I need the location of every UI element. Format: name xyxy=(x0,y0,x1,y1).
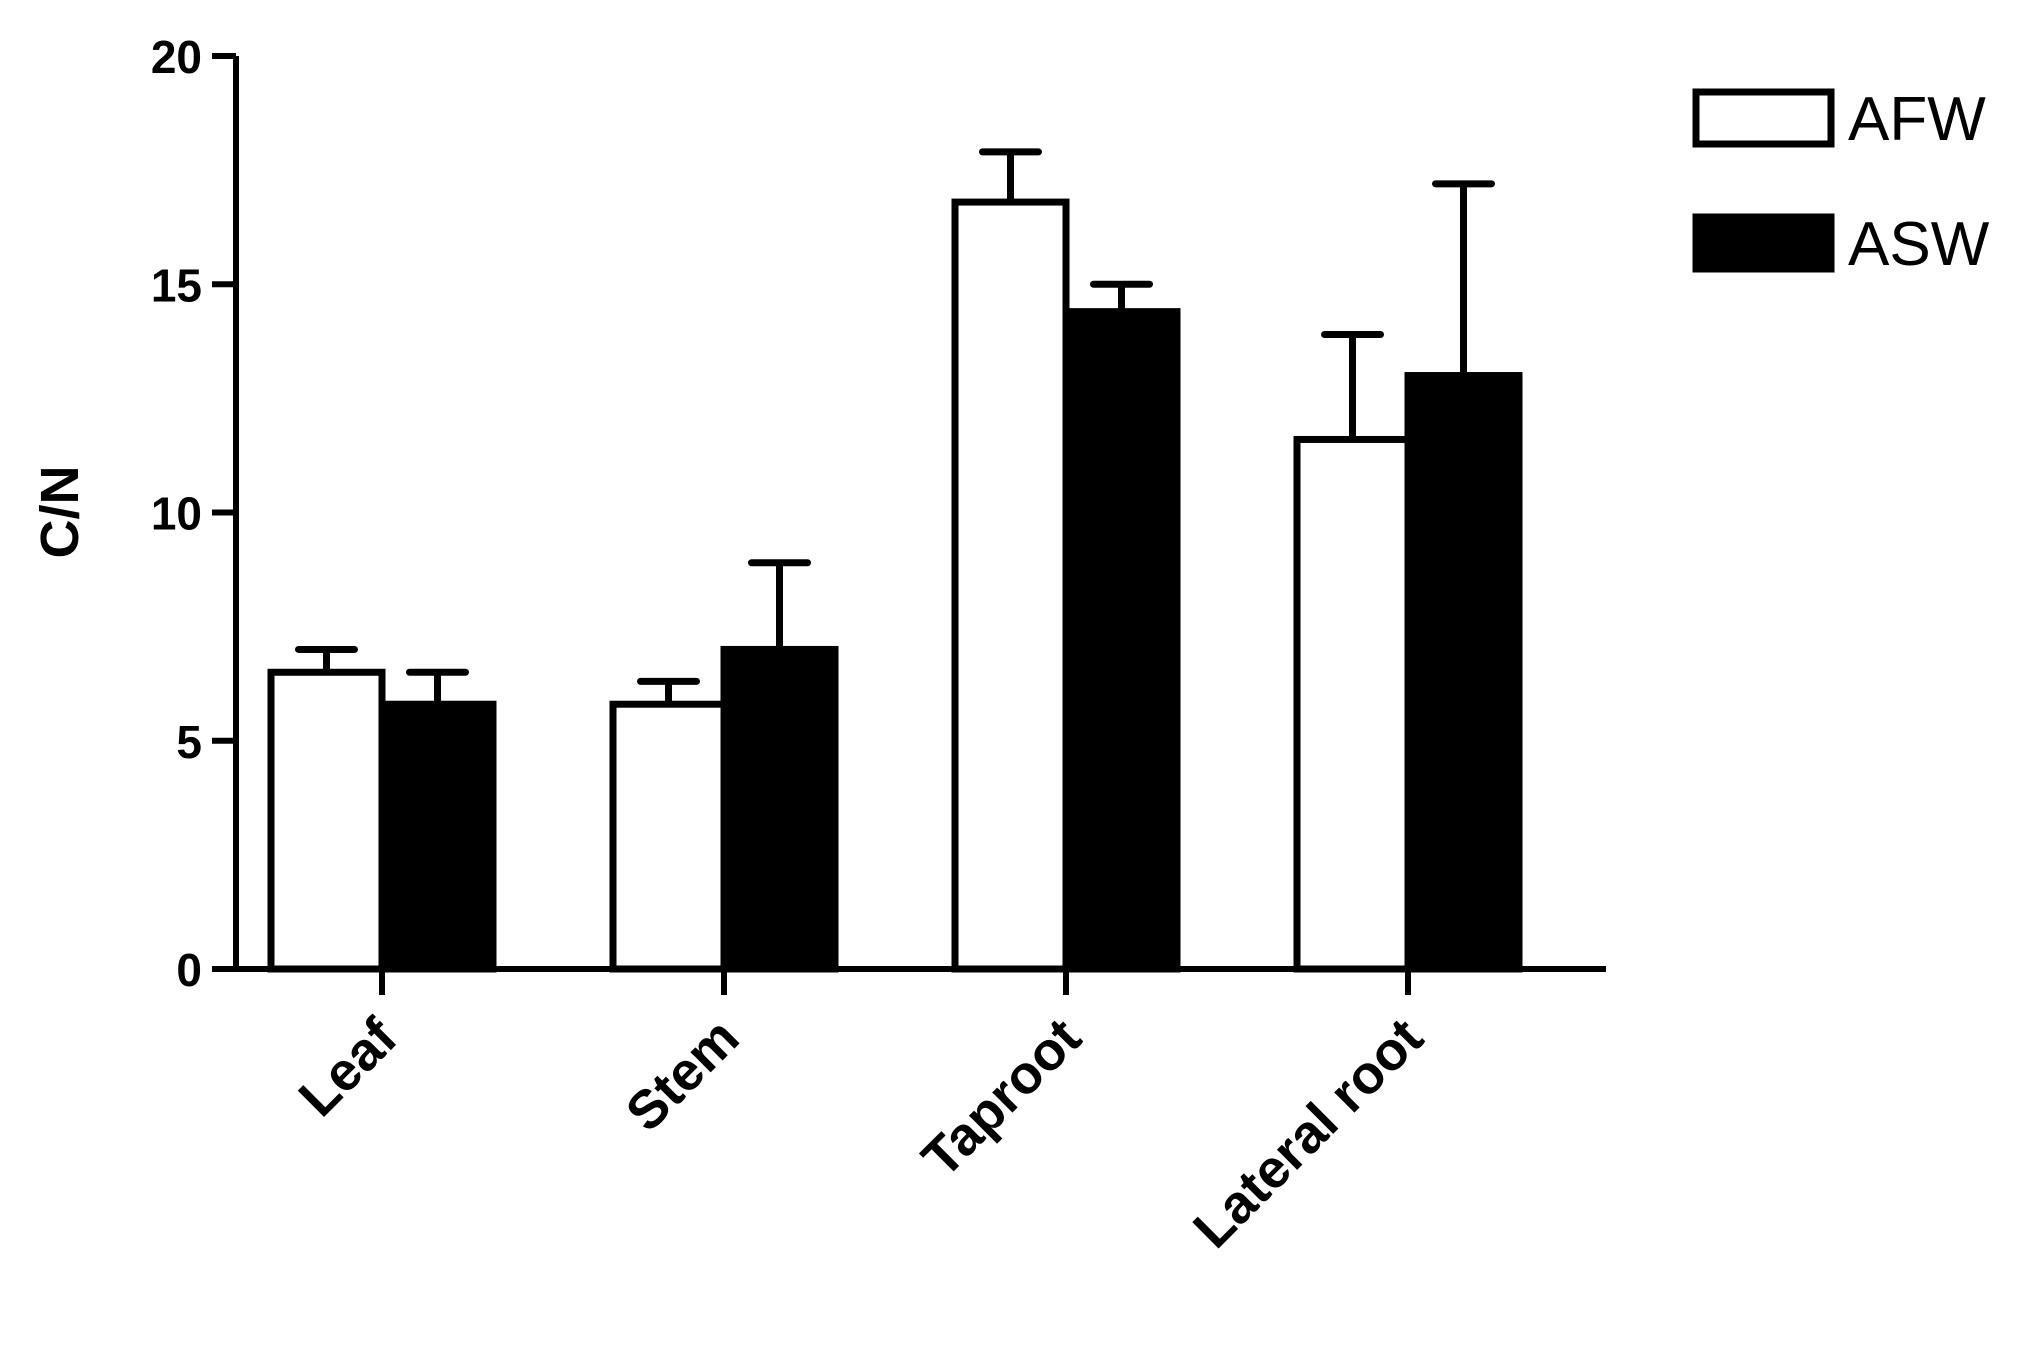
y-tick-label: 0 xyxy=(176,944,202,996)
x-category-label: Taproot xyxy=(911,1007,1093,1189)
x-category-label: Stem xyxy=(615,1007,751,1143)
bar-afw xyxy=(267,668,386,973)
bar-asw xyxy=(1062,308,1181,973)
y-tick-label: 10 xyxy=(151,488,202,540)
y-tick-label: 5 xyxy=(176,716,202,768)
y-tick-label: 20 xyxy=(151,31,202,83)
x-category-label: Lateral root xyxy=(1182,1007,1434,1259)
bar-asw xyxy=(720,645,839,973)
bar-afw xyxy=(1293,435,1412,973)
legend: AFW ASW xyxy=(1692,85,1990,279)
x-category-label: Leaf xyxy=(288,1006,410,1128)
legend-label-afw: AFW xyxy=(1848,85,1986,154)
bar-afw xyxy=(951,198,1070,973)
y-tick-label: 15 xyxy=(151,259,202,311)
legend-swatch-asw xyxy=(1692,213,1835,273)
bar-asw xyxy=(378,700,497,973)
y-axis-title: C/N xyxy=(30,466,90,559)
legend-swatch-afw xyxy=(1692,88,1835,148)
bar-afw xyxy=(609,700,728,973)
bars-layer xyxy=(267,198,1523,973)
error-bars-layer xyxy=(295,148,1495,705)
ticks-layer: 0 5 10 15 20 Leaf Stem Taproot Lateral root xyxy=(151,31,1435,1260)
legend-label-asw: ASW xyxy=(1848,210,1990,279)
bar-asw xyxy=(1404,372,1523,973)
